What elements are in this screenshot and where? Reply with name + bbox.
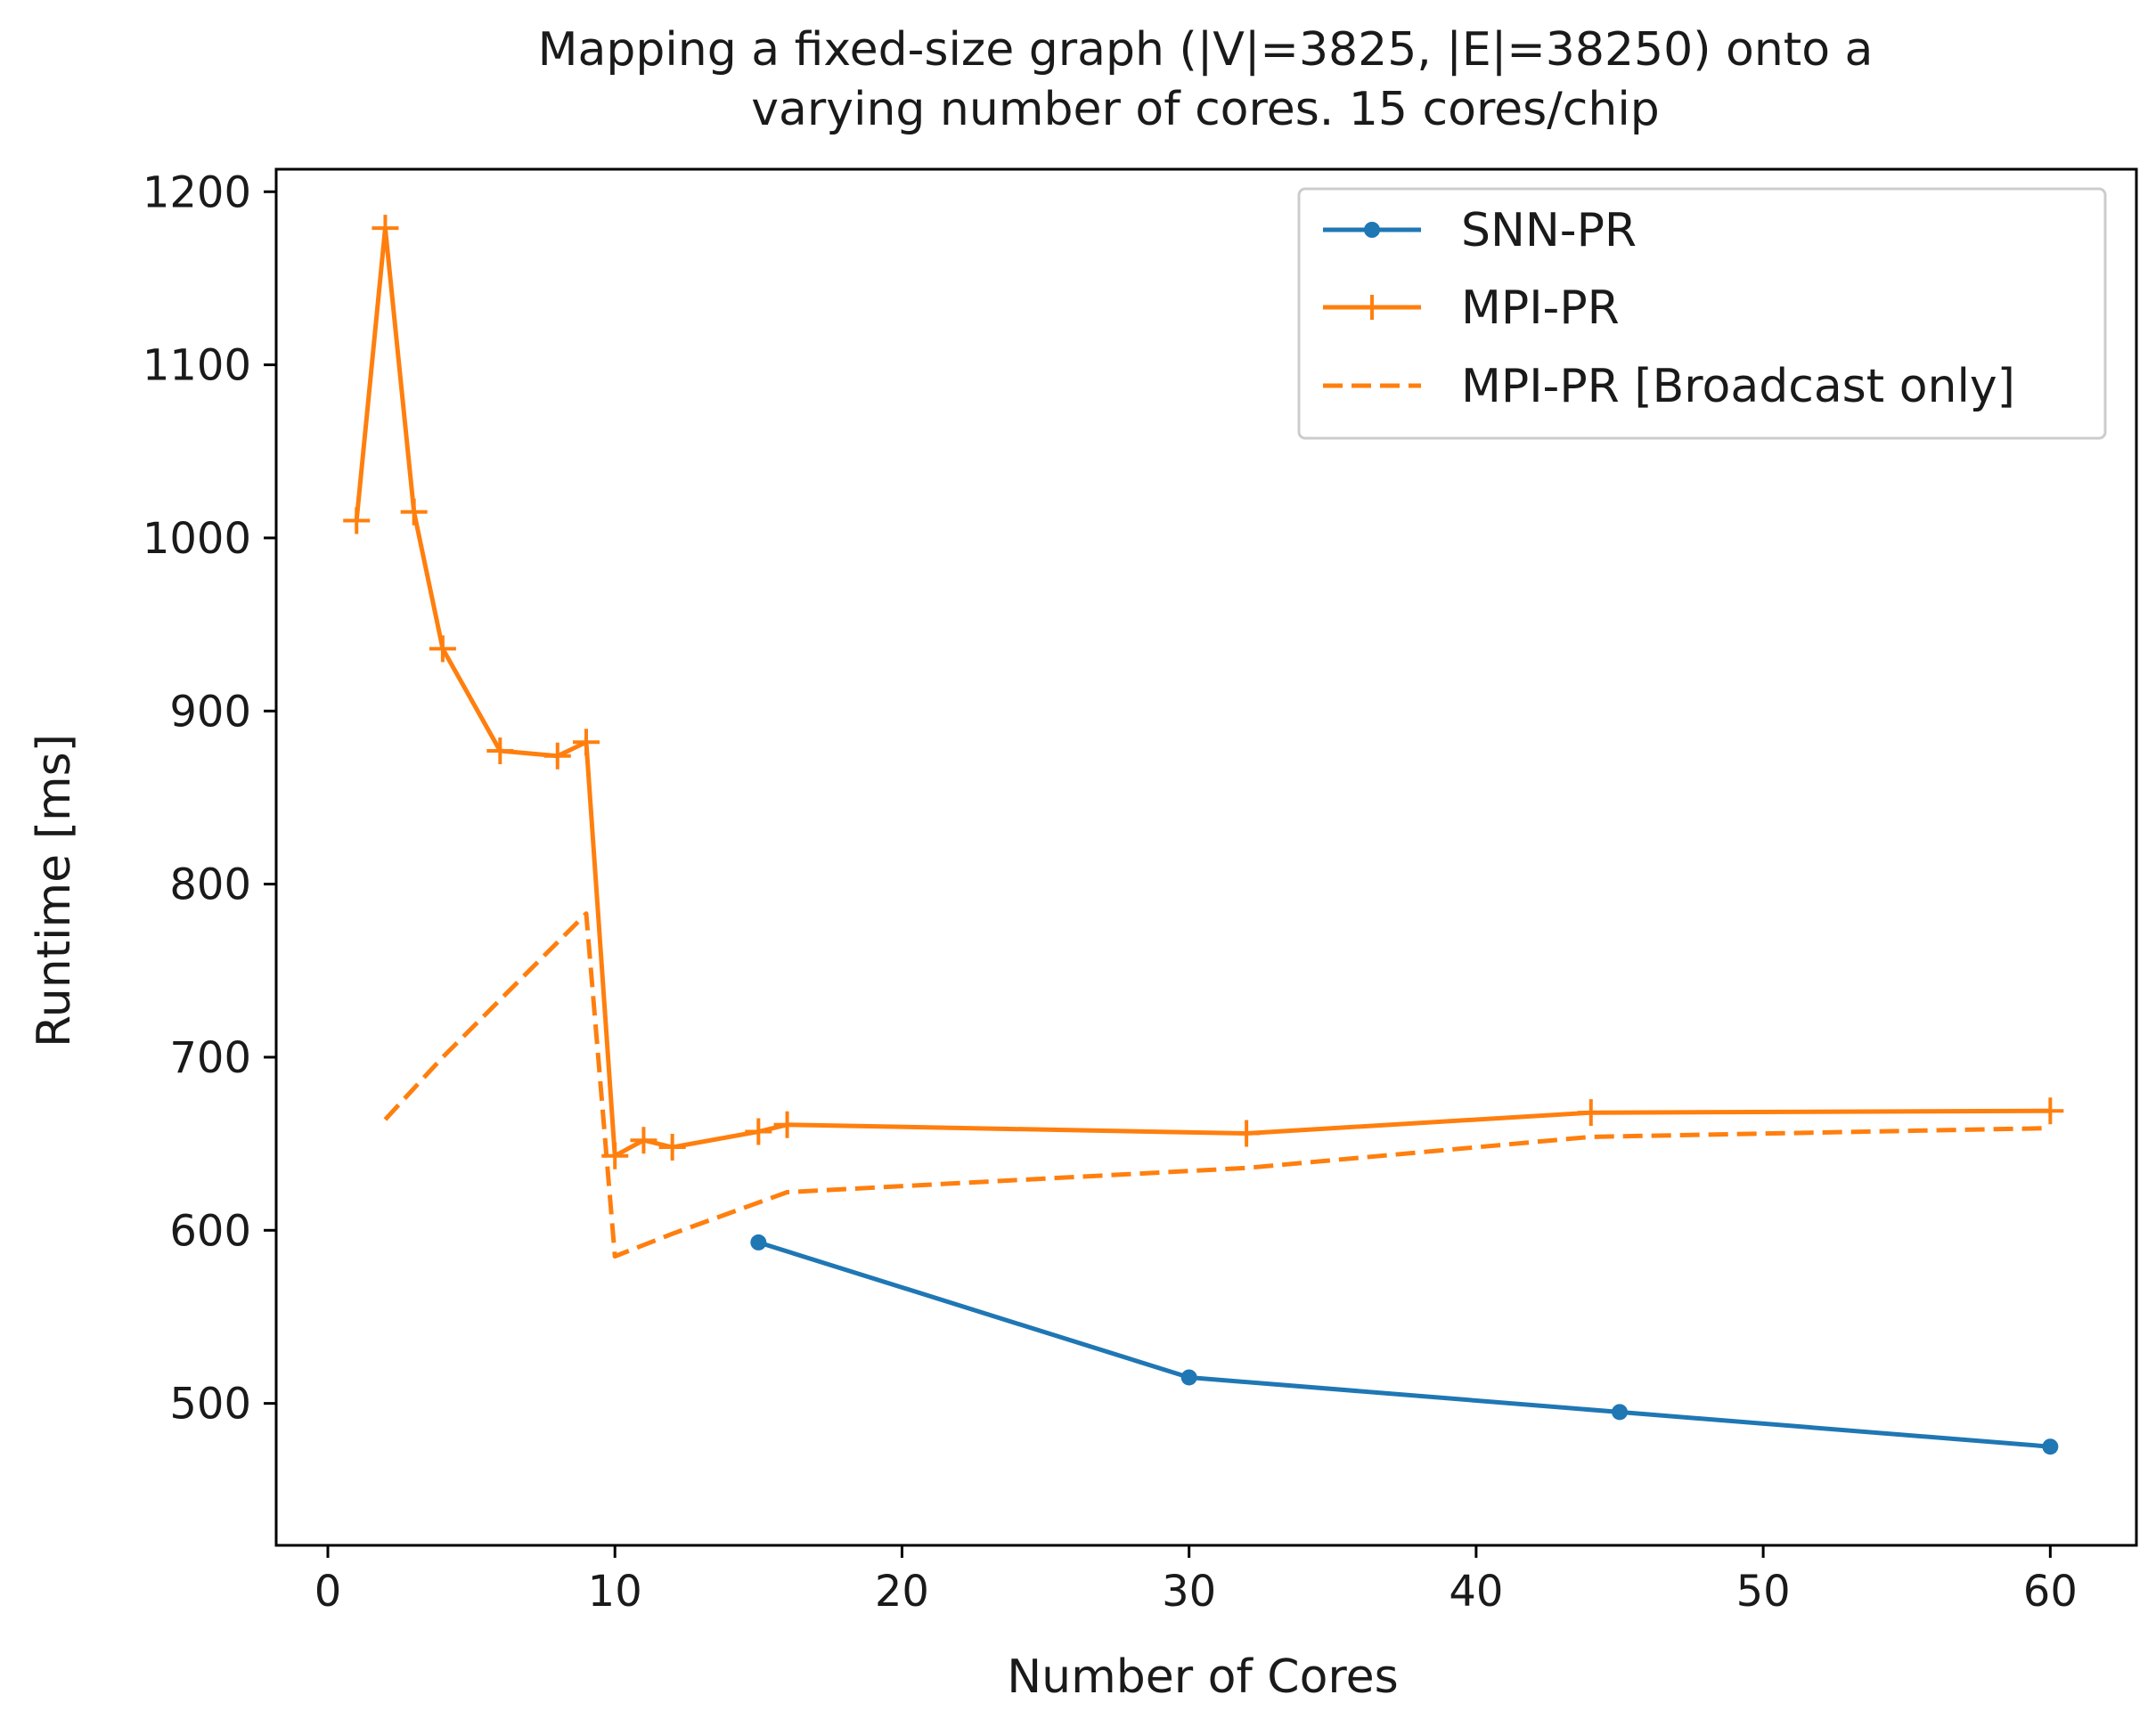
y-tick-label: 1000	[143, 514, 251, 564]
data-point-mpi-pr	[630, 1127, 657, 1154]
legend-label-mpi-pr-broadcast: MPI-PR [Broadcast only]	[1461, 360, 2015, 413]
axis-ticks: 0 10 20 30 40 50 60 500 600 700 800 900 1000 1100 1200	[143, 167, 2078, 1617]
x-tick-label: 20	[875, 1567, 929, 1617]
x-tick-label: 50	[1736, 1567, 1791, 1617]
y-tick-label: 900	[169, 687, 251, 737]
data-point-snn-pr	[2042, 1438, 2059, 1455]
data-point-mpi-pr	[486, 737, 514, 764]
chart-title-line-2: varying number of cores. 15 cores/chip	[751, 83, 1660, 136]
data-point-snn-pr	[1180, 1369, 1197, 1386]
data-point-snn-pr	[1612, 1404, 1628, 1421]
legend-label-mpi-pr: MPI-PR	[1461, 281, 1620, 335]
data-point-mpi-pr	[543, 742, 571, 770]
axes-border	[274, 167, 2138, 1547]
x-tick-label: 40	[1449, 1567, 1503, 1617]
data-point-mpi-pr	[372, 215, 399, 242]
y-tick-label: 500	[169, 1380, 251, 1430]
data-point-mpi-pr	[745, 1118, 772, 1145]
series-line-mpi-pr-broadcast-only	[383, 911, 2051, 1259]
x-axis-label: Number of Cores	[1007, 1650, 1399, 1704]
x-tick-label: 30	[1162, 1567, 1216, 1617]
y-tick-label: 800	[169, 860, 251, 910]
legend-marker-snn-pr	[1364, 222, 1380, 238]
y-tick-label: 700	[169, 1033, 251, 1083]
series-mpi-pr-broadcast-only	[383, 911, 2051, 1259]
chart-title-line-1: Mapping a fixed-size graph (|V|=3825, |E…	[538, 23, 1874, 77]
data-point-mpi-pr	[429, 635, 456, 663]
y-tick-label: 1200	[143, 167, 251, 217]
legend-box	[1297, 187, 2107, 440]
legend-marker-mpi-pr	[1360, 295, 1384, 320]
x-tick-label: 60	[2023, 1567, 2078, 1617]
data-point-mpi-pr	[658, 1134, 686, 1161]
series-layer	[343, 215, 2064, 1455]
legend: SNN-PR MPI-PR MPI-PR [Broadcast only]	[1297, 187, 2107, 440]
series-snn-pr	[750, 1234, 2059, 1455]
data-point-snn-pr	[750, 1234, 767, 1251]
data-point-mpi-pr	[573, 729, 600, 756]
data-point-mpi-pr	[1577, 1099, 1605, 1127]
y-tick-label: 600	[169, 1206, 251, 1256]
data-point-mpi-pr	[400, 498, 428, 526]
axes-frame	[274, 167, 2138, 1547]
data-point-mpi-pr	[773, 1111, 801, 1138]
data-point-mpi-pr	[343, 507, 371, 534]
x-tick-label: 10	[588, 1567, 642, 1617]
y-tick-label: 1100	[143, 341, 251, 391]
data-point-mpi-pr	[1233, 1120, 1261, 1147]
series-line-snn-pr	[757, 1240, 2051, 1449]
series-mpi-pr	[343, 215, 2064, 1169]
data-point-mpi-pr	[2037, 1097, 2064, 1125]
legend-label-snn-pr: SNN-PR	[1461, 204, 1637, 257]
y-axis-label: Runtime [ms]	[28, 734, 81, 1047]
x-tick-label: 0	[314, 1567, 342, 1617]
